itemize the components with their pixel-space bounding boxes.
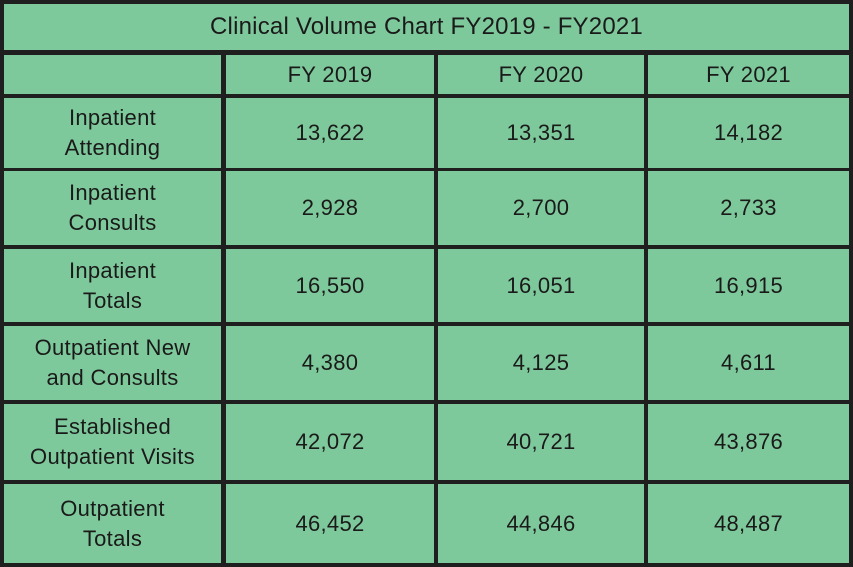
table-cell: 48,487 (648, 484, 849, 563)
table-cell: 13,622 (226, 98, 434, 168)
row-label-established-outpatient-visits: Established Outpatient Visits (4, 404, 221, 480)
row-label-inpatient-attending: Inpatient Attending (4, 98, 221, 168)
column-header-fy2019: FY 2019 (226, 55, 434, 94)
table-cell: 44,846 (438, 484, 644, 563)
table-cell: 42,072 (226, 404, 434, 480)
table-cell: 16,051 (438, 249, 644, 322)
row-label-inpatient-totals: Inpatient Totals (4, 249, 221, 322)
table-cell: 4,611 (648, 326, 849, 400)
table-cell: 46,452 (226, 484, 434, 563)
table-cell: 40,721 (438, 404, 644, 480)
table-cell: 4,380 (226, 326, 434, 400)
table-cell: 14,182 (648, 98, 849, 168)
column-header-fy2021: FY 2021 (648, 55, 849, 94)
table-title: Clinical Volume Chart FY2019 - FY2021 (4, 4, 849, 50)
table-cell: 16,550 (226, 249, 434, 322)
table-cell: 13,351 (438, 98, 644, 168)
row-label-inpatient-consults: Inpatient Consults (4, 171, 221, 245)
row-label-outpatient-totals: Outpatient Totals (4, 484, 221, 563)
table-cell: 4,125 (438, 326, 644, 400)
column-header-fy2020: FY 2020 (438, 55, 644, 94)
table-cell: 16,915 (648, 249, 849, 322)
header-corner-cell (4, 55, 221, 94)
table-cell: 2,700 (438, 171, 644, 245)
table-cell: 2,733 (648, 171, 849, 245)
row-label-outpatient-new-and-consults: Outpatient New and Consults (4, 326, 221, 400)
table-cell: 2,928 (226, 171, 434, 245)
table-cell: 43,876 (648, 404, 849, 480)
